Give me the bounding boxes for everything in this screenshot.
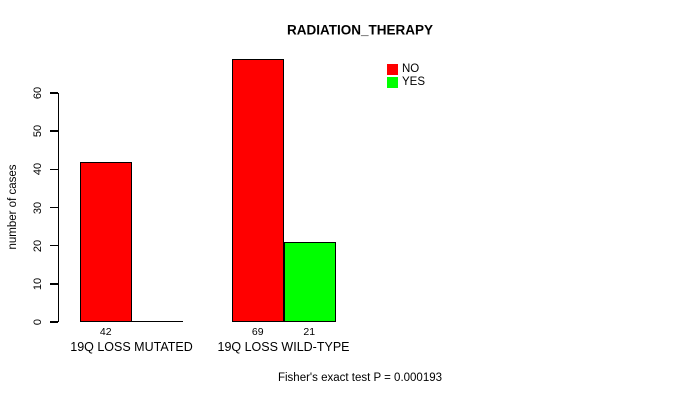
legend-item-yes: YES bbox=[387, 76, 425, 89]
y-tick-mark bbox=[50, 244, 58, 247]
y-tick-label: 40 bbox=[32, 163, 44, 176]
y-tick-mark bbox=[50, 283, 58, 285]
legend-swatch-icon bbox=[387, 64, 398, 75]
legend-label: NO bbox=[402, 63, 420, 75]
bar-value-label: 21 bbox=[303, 326, 316, 338]
annotation-text: Fisher's exact test P = 0.000193 bbox=[277, 372, 443, 384]
legend-swatch-icon bbox=[387, 77, 398, 88]
legend-item-no: NO bbox=[387, 63, 425, 76]
bar-yes bbox=[283, 241, 336, 322]
category-label: 19Q LOSS WILD-TYPE bbox=[217, 340, 350, 354]
y-axis-line bbox=[57, 93, 59, 322]
chart-title: RADIATION_THERAPY bbox=[286, 22, 434, 38]
y-axis-label: number of cases bbox=[7, 164, 19, 250]
y-tick-mark bbox=[50, 92, 58, 94]
y-tick-label: 10 bbox=[32, 277, 44, 290]
y-tick-mark bbox=[50, 206, 58, 209]
y-tick-label: 30 bbox=[32, 201, 44, 214]
y-tick-label: 20 bbox=[32, 239, 44, 252]
y-tick-label: 0 bbox=[32, 318, 44, 326]
y-tick-label: 60 bbox=[32, 86, 44, 100]
y-tick-mark bbox=[50, 130, 58, 132]
bar-zero-yes bbox=[131, 321, 183, 323]
bar-no bbox=[80, 161, 132, 322]
bar-value-label: 42 bbox=[99, 326, 112, 338]
y-tick-label: 50 bbox=[32, 125, 44, 138]
legend: NO YES bbox=[387, 63, 425, 89]
bar-value-label: 69 bbox=[251, 326, 264, 338]
y-tick-mark bbox=[50, 321, 58, 323]
bar-no bbox=[232, 58, 284, 322]
y-tick-mark bbox=[50, 168, 58, 171]
legend-label: YES bbox=[402, 76, 426, 88]
category-label: 19Q LOSS MUTATED bbox=[70, 340, 193, 354]
